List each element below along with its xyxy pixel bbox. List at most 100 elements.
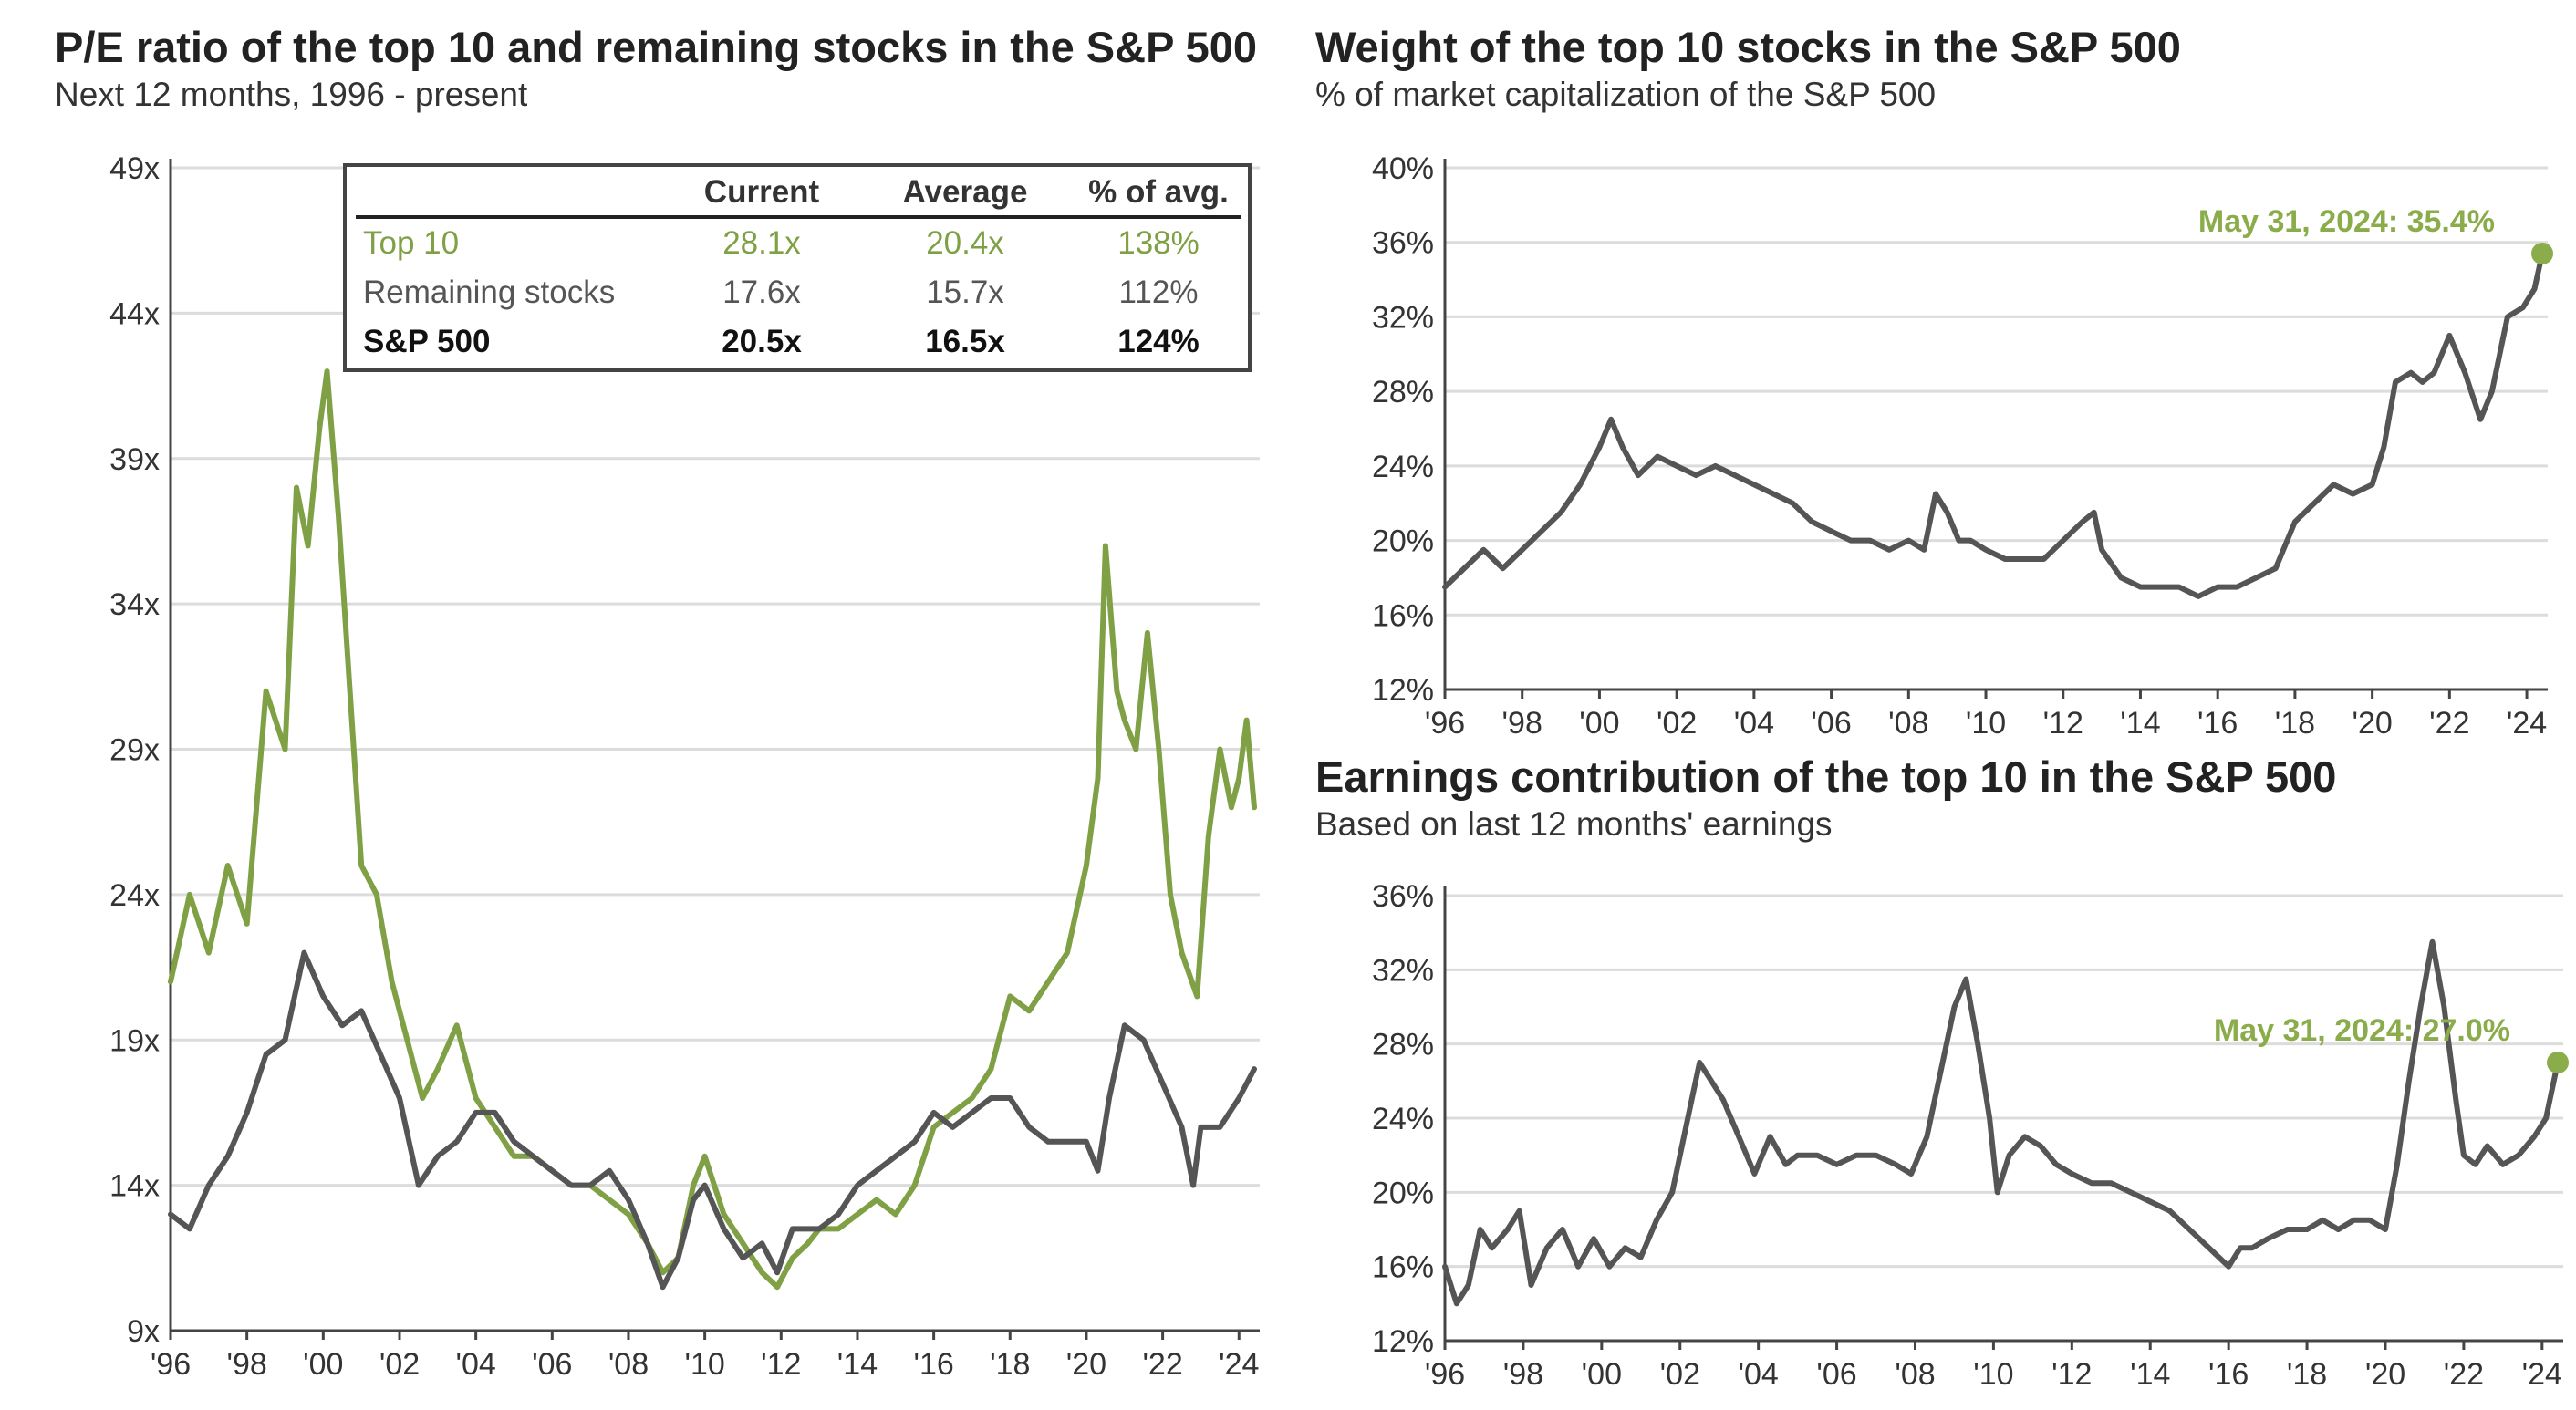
pe-y-tick-label: 29x: [109, 733, 160, 768]
earnings-x-tick-label: '98: [1503, 1357, 1543, 1392]
pe-chart-subtitle: Next 12 months, 1996 - present: [55, 75, 528, 113]
pe-y-tick-label: 9x: [127, 1314, 160, 1349]
pe-table-cell: 20.5x: [722, 324, 802, 359]
pe-x-tick-label: '20: [1066, 1347, 1106, 1382]
pe-chart: 9x 14x 19x 24x 29x 34x 39x 44x 49x '96 '98 '00 '02 '0…: [109, 151, 1260, 1382]
earnings-x-tick-label: '04: [1739, 1357, 1779, 1392]
pe-y-tick-label: 39x: [109, 442, 160, 477]
pe-chart-title: P/E ratio of the top 10 and remaining st…: [55, 23, 1258, 71]
weight-x-tick-label: '12: [2043, 706, 2083, 741]
earnings-x-tick-label: '22: [2444, 1357, 2484, 1392]
earnings-x-tick-label: '10: [1973, 1357, 2013, 1392]
earnings-x-tick-label: '00: [1582, 1357, 1622, 1392]
weight-x-tick-label: '96: [1425, 706, 1465, 741]
weight-y-tick-label: 36%: [1372, 226, 1434, 261]
earnings-chart-subtitle: Based on last 12 months' earnings: [1315, 804, 1833, 843]
pe-y-tick-label: 24x: [109, 878, 160, 913]
earnings-x-tick-label: '02: [1660, 1357, 1700, 1392]
pe-table-cell: 124%: [1117, 324, 1200, 359]
pe-x-tick-label: '96: [151, 1347, 191, 1382]
earnings-y-tick-label: 36%: [1372, 879, 1434, 914]
weight-chart-subtitle: % of market capitalization of the S&P 50…: [1315, 75, 1937, 113]
weight-y-tick-label: 12%: [1372, 673, 1434, 708]
earnings-y-tick-label: 28%: [1372, 1028, 1434, 1063]
pe-x-tick-label: '12: [761, 1347, 801, 1382]
weight-chart-title: Weight of the top 10 stocks in the S&P 5…: [1315, 23, 2181, 71]
earnings-chart: 12% 16% 20% 24% 28% 32% 36% '96 '98 '00 '02 '04 '06 '…: [1372, 879, 2569, 1392]
weight-x-tick-label: '22: [2429, 706, 2469, 741]
earnings-x-tick-label: '18: [2287, 1357, 2327, 1392]
weight-x-tick-label: '16: [2197, 706, 2238, 741]
earnings-x-tick-label: '20: [2365, 1357, 2405, 1392]
earnings-x-tick-label: '16: [2208, 1357, 2249, 1392]
weight-x-tick-label: '00: [1579, 706, 1619, 741]
pe-table-cell: 138%: [1117, 225, 1200, 261]
weight-x-tick-label: '24: [2507, 706, 2547, 741]
earnings-y-tick-label: 24%: [1372, 1102, 1434, 1136]
pe-y-tick-label: 49x: [109, 151, 160, 186]
earnings-x-tick-label: '96: [1425, 1357, 1465, 1392]
earnings-y-tick-label: 12%: [1372, 1324, 1434, 1359]
pe-table-cell: 112%: [1119, 275, 1199, 310]
earnings-chart-title: Earnings contribution of the top 10 in t…: [1315, 752, 2337, 801]
pe-x-tick-label: '02: [379, 1347, 420, 1382]
pe-top-10-line: [168, 368, 1257, 1291]
pe-table-cell: 16.5x: [925, 324, 1005, 359]
earnings-panel: Earnings contribution of the top 10 in t…: [1315, 752, 2569, 1392]
earnings-annotation-marker: [2547, 1052, 2569, 1073]
weight-x-tick-label: '98: [1502, 706, 1542, 741]
weight-y-tick-label: 20%: [1372, 524, 1434, 559]
pe-y-tick-label: 44x: [109, 296, 160, 331]
earnings-series-line: [1442, 938, 2560, 1307]
earnings-annotation-label: May 31, 2024: 27.0%: [2214, 1013, 2510, 1048]
pe-table-header: % of avg.: [1088, 174, 1229, 210]
pe-x-tick-label: '08: [608, 1347, 649, 1382]
pe-x-tick-label: '04: [455, 1347, 495, 1382]
weight-y-tick-label: 16%: [1372, 598, 1434, 633]
pe-table-cell: S&P 500: [363, 324, 490, 359]
weight-y-tick-label: 40%: [1372, 151, 1434, 186]
weight-annotation-label: May 31, 2024: 35.4%: [2198, 204, 2495, 239]
weight-x-tick-label: '18: [2275, 706, 2315, 741]
pe-table-cell: 15.7x: [926, 275, 1004, 310]
weight-x-tick-label: '10: [1966, 706, 2006, 741]
weight-x-tick-label: '02: [1657, 706, 1697, 741]
earnings-y-tick-label: 32%: [1372, 953, 1434, 988]
pe-ratio-panel: P/E ratio of the top 10 and remaining st…: [55, 24, 1295, 1392]
earnings-x-tick-label: '08: [1895, 1357, 1935, 1392]
pe-table-header: Average: [903, 174, 1028, 210]
weight-y-tick-label: 32%: [1372, 300, 1434, 335]
earnings-y-tick-label: 16%: [1372, 1250, 1434, 1285]
weight-x-tick-label: '20: [2352, 706, 2392, 741]
pe-table-cell: 17.6x: [722, 275, 801, 310]
earnings-x-tick-label: '24: [2522, 1357, 2562, 1392]
pe-x-tick-label: '24: [1219, 1347, 1259, 1382]
weight-annotation-marker: [2531, 242, 2553, 264]
earnings-x-tick-label: '14: [2130, 1357, 2170, 1392]
pe-x-tick-label: '00: [303, 1347, 343, 1382]
weight-y-tick-label: 28%: [1372, 375, 1434, 410]
weight-x-tick-label: '04: [1734, 706, 1774, 741]
weight-chart: 12% 16% 20% 24% 28% 32% 36% 40% '96 '98 '00 '02 '04 '…: [1372, 151, 2553, 741]
pe-remaining-stocks-line: [168, 949, 1257, 1291]
weight-x-tick-label: '14: [2120, 706, 2160, 741]
weight-panel: Weight of the top 10 stocks in the S&P 5…: [1315, 24, 2556, 753]
pe-y-tick-label: 34x: [109, 587, 160, 622]
pe-summary-table: Current Average % of avg. Top 10 28.1x 20.4x 1…: [343, 163, 1252, 372]
pe-table-cell: 28.1x: [722, 225, 801, 261]
earnings-x-tick-label: '12: [2051, 1357, 2092, 1392]
pe-x-tick-label: '16: [913, 1347, 953, 1382]
pe-x-tick-label: '98: [227, 1347, 267, 1382]
pe-table-header: Current: [704, 174, 820, 210]
pe-table-cell: Top 10: [363, 225, 459, 261]
earnings-x-tick-label: '06: [1816, 1357, 1856, 1392]
weight-y-tick-label: 24%: [1372, 450, 1434, 484]
pe-y-tick-label: 14x: [109, 1169, 160, 1204]
earnings-y-tick-label: 20%: [1372, 1176, 1434, 1210]
pe-x-tick-label: '14: [837, 1347, 878, 1382]
pe-x-tick-label: '18: [990, 1347, 1030, 1382]
pe-x-tick-label: '06: [532, 1347, 572, 1382]
weight-x-tick-label: '08: [1888, 706, 1928, 741]
pe-y-tick-label: 19x: [109, 1023, 160, 1058]
pe-table-frame: [343, 163, 1252, 372]
